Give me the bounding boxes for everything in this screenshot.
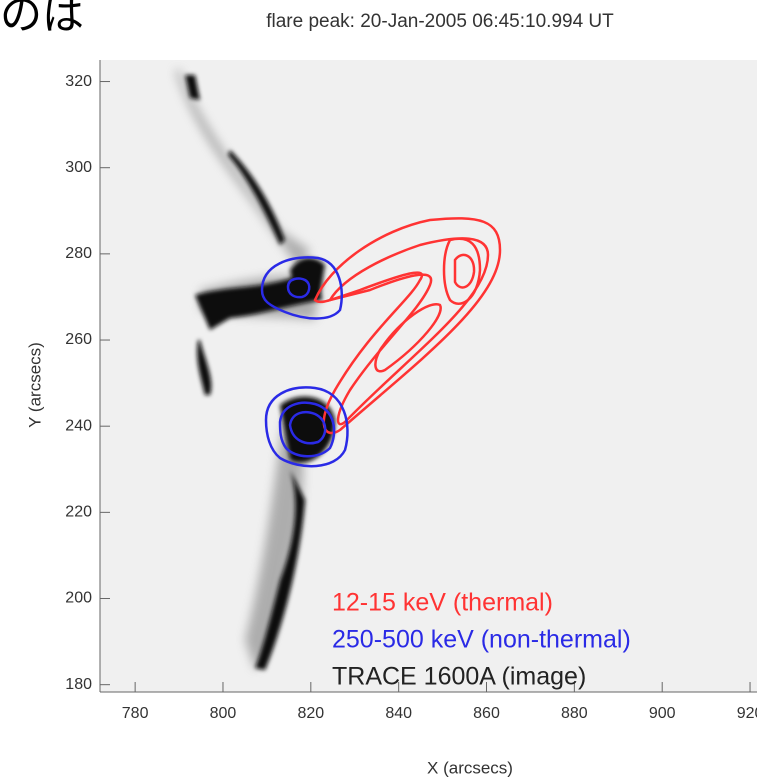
solar-image — [100, 60, 757, 692]
chart-title: flare peak: 20-Jan-2005 06:45:10.994 UT — [266, 11, 614, 32]
y-tick-label: 300 — [65, 159, 92, 176]
x-tick-label: 900 — [649, 705, 676, 722]
thermal-contour — [374, 302, 442, 373]
thermal-contour — [442, 237, 482, 305]
thermal-contour — [327, 237, 490, 426]
y-tick-label: 260 — [65, 331, 92, 348]
header-fragment: のは — [0, 0, 84, 38]
nonthermal-contour — [260, 256, 344, 320]
x-axis-label: X (arcsecs) — [427, 758, 513, 777]
nonthermal-contour — [278, 401, 336, 458]
x-tick-label: 840 — [385, 705, 412, 722]
thermal-contour — [453, 253, 476, 289]
legend-entry: TRACE 1600A (image) — [332, 663, 586, 691]
x-tick-label: 880 — [561, 705, 588, 722]
nonthermal-contour — [286, 277, 311, 299]
x-tick-label: 860 — [473, 705, 500, 722]
nonthermal-contour — [264, 386, 349, 468]
y-tick-label: 220 — [65, 504, 92, 521]
thermal-contour — [313, 217, 502, 435]
legend-entry: 250-500 keV (non-thermal) — [332, 626, 631, 654]
x-tick-label: 820 — [297, 705, 324, 722]
x-tick-label: 800 — [210, 705, 237, 722]
legend-entry: 12-15 keV (thermal) — [332, 589, 553, 617]
y-tick-label: 280 — [65, 245, 92, 262]
y-tick-label: 180 — [65, 676, 92, 693]
y-axis-label: Y (arcsecs) — [25, 342, 44, 428]
y-tick-label: 200 — [65, 590, 92, 607]
y-tick-label: 320 — [65, 73, 92, 90]
x-tick-label: 920 — [737, 705, 757, 722]
y-tick-label: 240 — [65, 417, 92, 434]
x-tick-label: 780 — [122, 705, 149, 722]
nonthermal-contour — [288, 410, 327, 445]
